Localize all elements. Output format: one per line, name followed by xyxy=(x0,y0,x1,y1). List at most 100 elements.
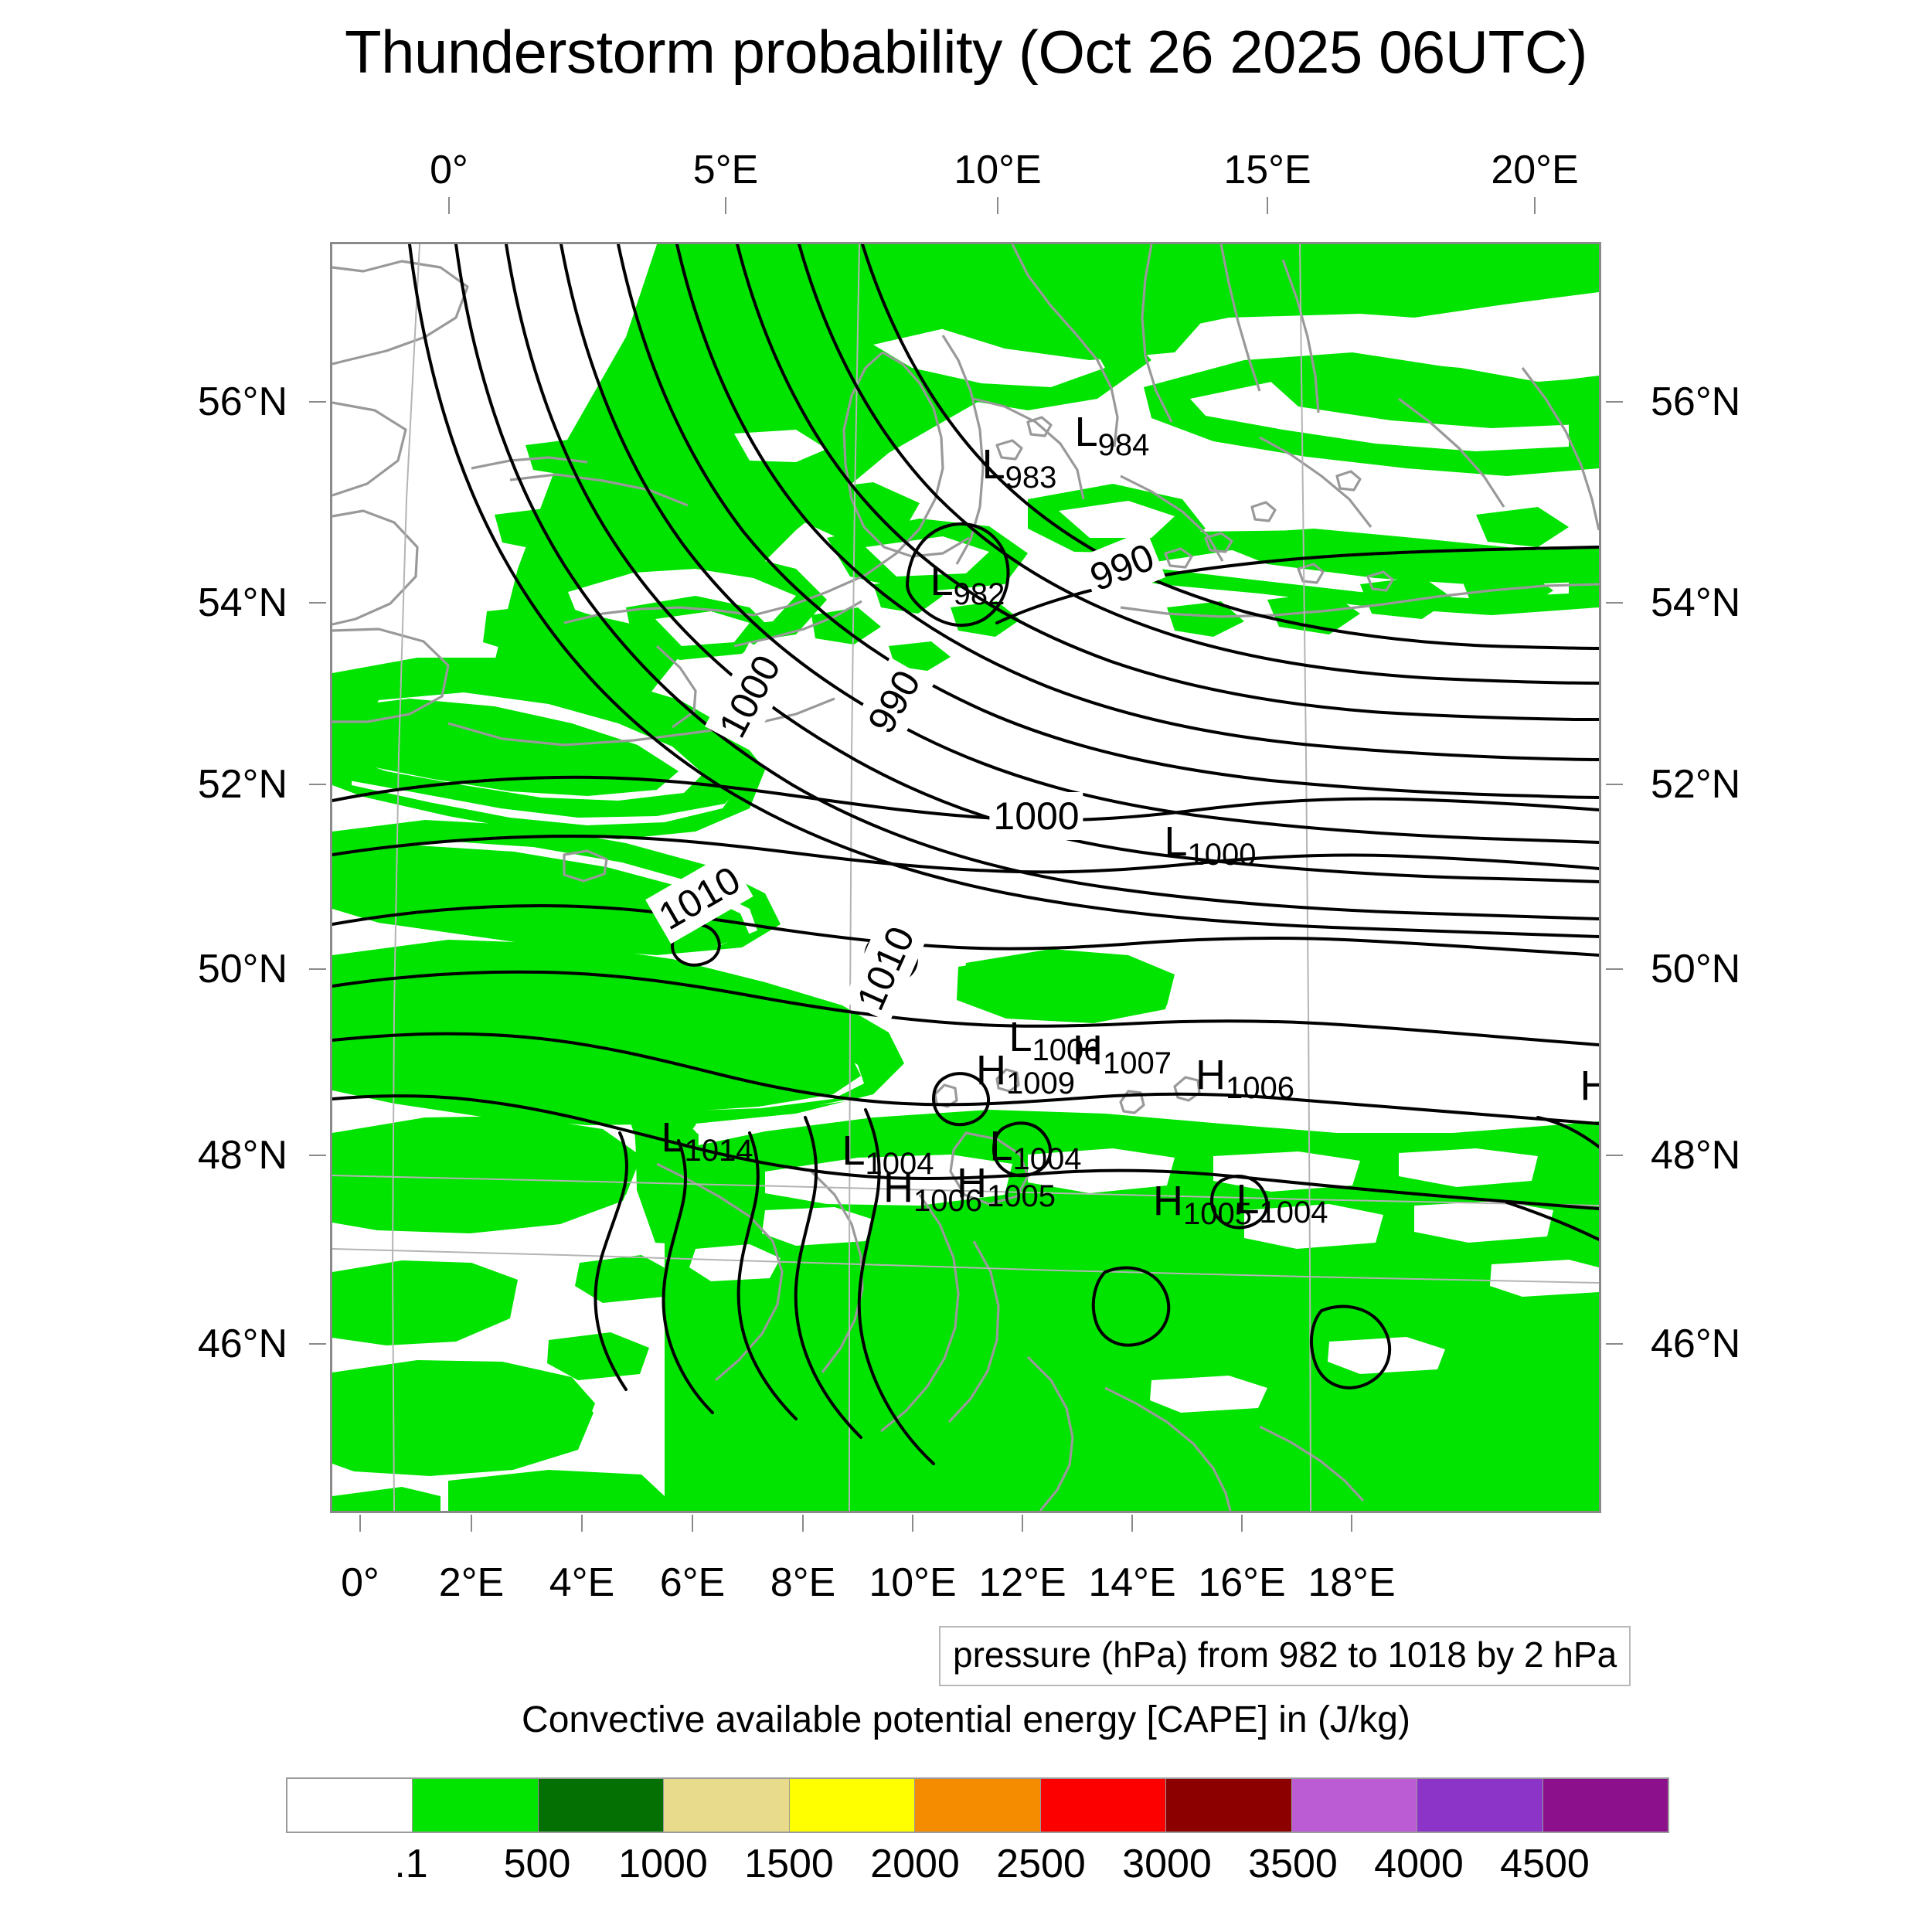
colorbar-tick-7: 3500 xyxy=(1248,1842,1338,1886)
pressure-center-L982: L982 xyxy=(930,557,1005,611)
colorbar-swatch-7[interactable] xyxy=(1165,1779,1291,1832)
tick-right-1 xyxy=(1606,602,1623,604)
axis-bottom-label-7: 14°E xyxy=(1088,1560,1176,1605)
tick-top-3 xyxy=(1267,197,1268,214)
center-type: H xyxy=(1073,1027,1104,1073)
axis-right-label-1: 54°N xyxy=(1651,580,1741,625)
pressure-center-H1006-south: H1006 xyxy=(883,1164,982,1218)
axis-bottom-label-6: 12°E xyxy=(978,1560,1066,1605)
colorbar[interactable] xyxy=(286,1777,1669,1833)
pressure-center-L983: L983 xyxy=(981,440,1057,495)
tick-top-2 xyxy=(997,197,998,214)
colorbar-tick-8: 4000 xyxy=(1374,1842,1464,1886)
tick-bottom-9 xyxy=(1351,1515,1352,1532)
isobar-label-1000-mid: 1000 xyxy=(989,792,1083,840)
tick-bottom-8 xyxy=(1241,1515,1243,1532)
tick-left-0 xyxy=(309,401,326,403)
center-type: L xyxy=(989,1123,1013,1169)
tick-right-5 xyxy=(1606,1343,1623,1345)
colorbar-swatch-6[interactable] xyxy=(1039,1779,1166,1832)
center-value: 984 xyxy=(1097,428,1150,462)
center-value: 1009 xyxy=(1006,1066,1075,1100)
pressure-center-L1004-west: L1004 xyxy=(842,1127,934,1181)
pressure-center-L1000: L1000 xyxy=(1164,818,1256,872)
tick-bottom-1 xyxy=(471,1515,472,1532)
axis-left-label-1: 54°N xyxy=(197,580,287,625)
center-value: 983 xyxy=(1005,461,1057,495)
axis-left-label-5: 46°N xyxy=(197,1321,287,1366)
colorbar-title: Convective available potential energy [C… xyxy=(522,1699,1410,1740)
axis-top-label-2: 10°E xyxy=(954,148,1042,192)
colorbar-swatch-9[interactable] xyxy=(1417,1779,1543,1832)
pressure-center-H1007: H1007 xyxy=(1073,1026,1172,1080)
tick-bottom-7 xyxy=(1131,1515,1133,1532)
axis-top-label-0: 0° xyxy=(430,148,468,192)
axis-right-label-0: 56°N xyxy=(1651,379,1741,424)
center-value: 1007 xyxy=(1103,1046,1172,1080)
colorbar-swatch-3[interactable] xyxy=(663,1779,789,1832)
center-value: 1000 xyxy=(1187,838,1257,872)
center-type: H xyxy=(1153,1178,1184,1224)
axis-left-label-3: 50°N xyxy=(197,947,287,992)
axis-right-label-4: 48°N xyxy=(1651,1133,1741,1178)
colorbar-tick-9: 4500 xyxy=(1500,1842,1590,1886)
colorbar-swatch-5[interactable] xyxy=(914,1779,1040,1832)
axis-top-label-4: 20°E xyxy=(1491,148,1579,192)
colorbar-tick-labels: .1 500 1000 1500 2000 2500 3000 3500 400… xyxy=(286,1841,1669,1895)
colorbar-tick-2: 1000 xyxy=(618,1842,708,1886)
tick-left-1 xyxy=(309,602,326,604)
colorbar-swatch-8[interactable] xyxy=(1291,1779,1417,1832)
pressure-center-H1005-east: H1005 xyxy=(1153,1177,1252,1231)
center-type: L xyxy=(1164,818,1188,865)
map-plot-area[interactable]: L982 L983 L984 L1000 L1006 H1007 H1009 H… xyxy=(330,242,1601,1513)
isobar-layer xyxy=(332,244,1599,1465)
colorbar-swatch-10[interactable] xyxy=(1542,1779,1668,1832)
tick-right-2 xyxy=(1606,784,1623,785)
axis-left-label-4: 48°N xyxy=(197,1133,287,1178)
center-type: H xyxy=(883,1165,914,1211)
tick-top-4 xyxy=(1534,197,1536,214)
colorbar-swatch-2[interactable] xyxy=(537,1779,664,1832)
axis-bottom-label-5: 10°E xyxy=(869,1560,957,1605)
tick-right-3 xyxy=(1606,968,1623,970)
center-type: L xyxy=(842,1128,866,1174)
axis-bottom-label-4: 8°E xyxy=(770,1560,836,1605)
center-type: H xyxy=(976,1047,1007,1094)
colorbar-tick-4: 2000 xyxy=(870,1842,960,1886)
tick-bottom-2 xyxy=(581,1515,583,1532)
axis-right-label-2: 52°N xyxy=(1651,762,1741,807)
center-type: H xyxy=(1580,1063,1600,1109)
tick-top-1 xyxy=(725,197,726,214)
axis-right-label-3: 50°N xyxy=(1651,947,1741,992)
colorbar-swatch-0[interactable] xyxy=(287,1779,413,1832)
colorbar-swatch-1[interactable] xyxy=(412,1779,538,1832)
center-type: L xyxy=(981,441,1005,488)
cape-shading-layer xyxy=(332,244,1599,1511)
colorbar-swatch-4[interactable] xyxy=(788,1779,915,1832)
axis-bottom-label-0: 0° xyxy=(341,1560,379,1605)
colorbar-tick-0: .1 xyxy=(394,1842,428,1886)
pressure-center-H-clipped-right: H xyxy=(1580,1062,1600,1110)
tick-left-4 xyxy=(309,1155,326,1156)
axis-right-label-5: 46°N xyxy=(1651,1321,1741,1366)
axis-bottom-label-1: 2°E xyxy=(438,1560,505,1605)
axis-bottom-label-2: 4°E xyxy=(549,1560,615,1605)
tick-bottom-5 xyxy=(912,1515,913,1532)
center-value: 1004 xyxy=(1012,1142,1082,1176)
center-value: 1005 xyxy=(987,1179,1056,1213)
pressure-center-L1014: L1014 xyxy=(661,1114,753,1168)
axis-top-label-1: 5°E xyxy=(692,148,759,192)
center-value: 1006 xyxy=(913,1184,982,1218)
tick-top-0 xyxy=(448,197,450,214)
axis-bottom-label-3: 6°E xyxy=(659,1560,726,1605)
tick-bottom-3 xyxy=(692,1515,693,1532)
axis-top-label-3: 15°E xyxy=(1223,148,1311,192)
map-canvas xyxy=(332,244,1599,1511)
axis-bottom-label-8: 16°E xyxy=(1198,1560,1286,1605)
tick-left-2 xyxy=(309,784,326,785)
pressure-center-H1006-east: H1006 xyxy=(1196,1051,1294,1105)
center-type: L xyxy=(1074,409,1098,455)
axis-bottom-label-9: 18°E xyxy=(1308,1560,1396,1605)
tick-bottom-0 xyxy=(359,1515,361,1532)
